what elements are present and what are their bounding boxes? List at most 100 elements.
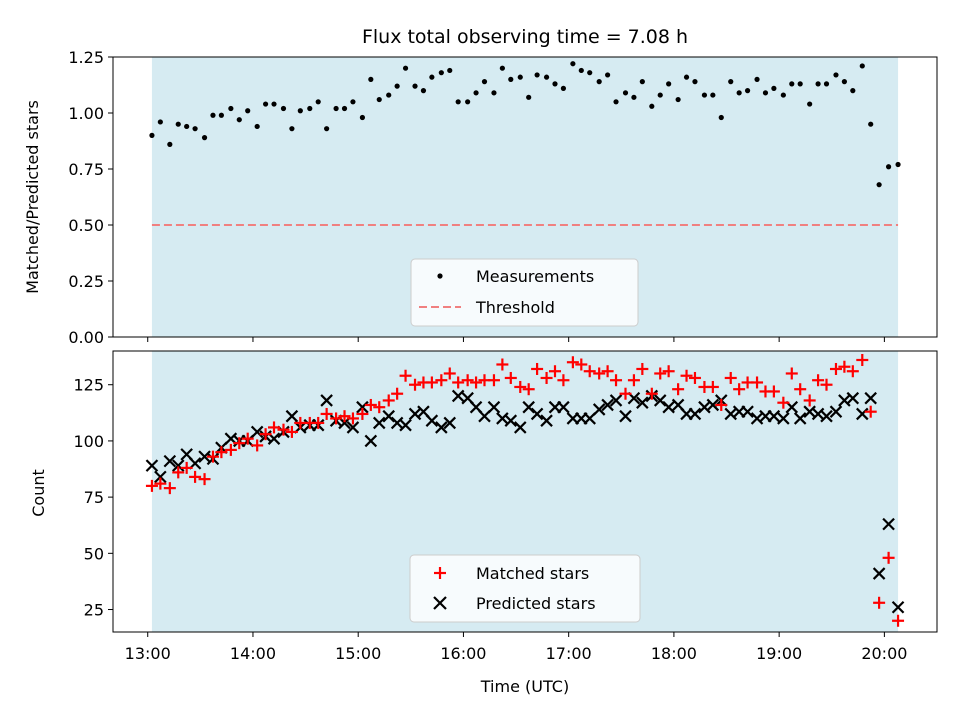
- predicted-star-point: [793, 412, 807, 425]
- measurement-point: [639, 79, 645, 85]
- top-y-tick-label: 0.25: [68, 272, 104, 291]
- predicted-star-point: [163, 454, 177, 468]
- matched-star-point: [338, 410, 351, 423]
- measurement-point: [228, 105, 234, 112]
- matched-star-point: [399, 369, 412, 382]
- matched-star-point: [636, 362, 649, 375]
- measurement-point: [807, 101, 813, 107]
- measurement-point: [710, 92, 716, 98]
- bottom-y-label: Count: [29, 469, 48, 517]
- legend-matched-label: Matched stars: [476, 564, 589, 583]
- matched-star-point: [224, 443, 237, 456]
- measurement-point: [297, 108, 303, 114]
- top-panel: 0.00 0.25 0.50 0.75 1.00 1.25 Matched/Predict…: [23, 48, 938, 347]
- matched-star-point: [654, 367, 667, 380]
- measurement-point: [394, 83, 400, 89]
- matched-star-point: [627, 374, 640, 387]
- measurement-point: [736, 90, 742, 96]
- matched-star-point: [189, 470, 202, 483]
- matched-star-point: [662, 365, 675, 378]
- matched-stars-points: [145, 353, 905, 627]
- predicted-star-point: [583, 412, 596, 425]
- matched-star-point: [163, 482, 176, 495]
- predicted-star-point: [487, 400, 501, 414]
- predicted-star-point: [478, 409, 491, 423]
- predicted-star-point: [356, 400, 369, 414]
- bottom-legend-box: [409, 554, 641, 623]
- measurement-point: [683, 74, 690, 80]
- predicted-star-point: [882, 517, 895, 531]
- measurement-point: [780, 92, 786, 98]
- predicted-star-point: [653, 394, 667, 407]
- legend-measurements-label: Measurements: [476, 267, 594, 286]
- matched-star-point: [425, 376, 438, 389]
- measurement-point: [350, 99, 356, 105]
- measurement-point: [465, 99, 471, 105]
- top-axes-frame: [112, 56, 938, 338]
- measurement-point: [447, 67, 453, 74]
- x-tick-label: 13:00: [125, 644, 171, 663]
- predicted-star-point: [513, 421, 527, 434]
- matched-star-point: [715, 398, 728, 411]
- matched-star-point: [154, 477, 167, 490]
- measurement-point: [744, 88, 751, 94]
- predicted-star-point: [846, 391, 860, 405]
- bottom-y-tick-label: 50: [84, 544, 104, 563]
- measurement-point: [631, 94, 637, 100]
- matched-star-point: [180, 461, 193, 474]
- measurement-point: [412, 83, 418, 89]
- measurement-point: [649, 103, 655, 109]
- matched-star-point: [540, 371, 553, 384]
- measurement-point: [622, 90, 629, 96]
- measurement-point: [578, 67, 584, 74]
- measurement-point: [815, 81, 821, 87]
- legend-predicted-label: Predicted stars: [476, 594, 596, 613]
- matched-star-point: [706, 380, 719, 393]
- matched-star-point: [251, 439, 264, 452]
- measurement-point: [859, 63, 865, 69]
- matched-star-point: [241, 432, 254, 445]
- measurement-point: [868, 121, 874, 127]
- matched-star-point: [601, 365, 614, 378]
- measurement-point: [184, 123, 190, 130]
- matched-star-point: [619, 387, 632, 400]
- matched-star-point: [645, 387, 658, 400]
- matched-star-point: [346, 412, 359, 425]
- predicted-star-point: [425, 414, 439, 427]
- bottom-y-tick-label: 125: [73, 376, 104, 395]
- measurement-point: [754, 76, 760, 82]
- bottom-x-ticks: 13:00 14:00 15:00 16:00 17:00 18:00 19:00 20:00: [125, 632, 907, 663]
- measurement-point: [596, 79, 602, 85]
- predicted-star-point: [688, 407, 702, 421]
- measurement-point: [236, 117, 242, 123]
- top-x-ticks: [147, 337, 885, 342]
- measurement-point: [613, 99, 619, 105]
- bottom-legend: Matched stars Predicted stars: [409, 554, 641, 623]
- matched-star-point: [557, 374, 570, 387]
- matched-star-point: [373, 401, 386, 414]
- measurement-point: [175, 121, 181, 127]
- bottom-panel: 25 50 75 100 125 13:00 14:00 15:00 16:00 17:00 18…: [29, 350, 938, 696]
- measurement-point: [508, 76, 514, 82]
- matched-star-point: [856, 353, 869, 366]
- matched-star-point: [672, 383, 685, 396]
- matched-star-point: [504, 371, 517, 384]
- predicted-star-point: [636, 396, 649, 409]
- predicted-star-point: [372, 416, 386, 430]
- matched-star-point: [514, 380, 527, 393]
- top-y-tick-label: 0.75: [68, 160, 104, 179]
- bottom-y-tick-label: 75: [84, 488, 104, 507]
- matched-star-point: [443, 367, 456, 380]
- x-axis-label: Time (UTC): [480, 677, 569, 696]
- measurement-point: [473, 90, 479, 96]
- measurement-point: [438, 70, 444, 76]
- matched-star-point: [794, 383, 807, 396]
- measurement-point: [192, 126, 198, 132]
- measurement-point: [841, 79, 847, 85]
- predicted-star-point: [504, 414, 518, 427]
- predicted-star-point: [619, 409, 632, 423]
- measurement-point: [543, 74, 550, 80]
- predicted-stars-points: [145, 389, 905, 614]
- top-y-tick-label: 1.00: [68, 104, 104, 123]
- bottom-y-tick-label: 25: [84, 601, 104, 620]
